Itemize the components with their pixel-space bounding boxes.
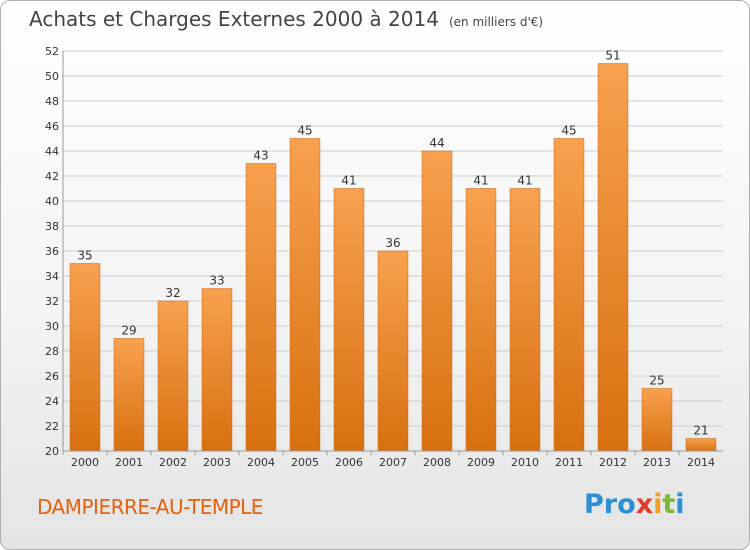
x-tick-label: 2008	[423, 456, 451, 469]
y-tick-label: 28	[45, 345, 59, 358]
chart-unit: (en milliers d'€)	[448, 15, 544, 29]
bar	[465, 188, 497, 452]
y-tick-label: 38	[45, 220, 59, 233]
bar-layer: 35 29 32 33 43 45 41 36 44 41 41 45 51 25 21	[69, 49, 717, 452]
logo-letter: P	[584, 489, 604, 520]
x-tick-label: 2002	[159, 456, 187, 469]
logo-letter: i	[653, 489, 663, 520]
bar-value-label: 51	[605, 49, 620, 63]
bar	[157, 300, 189, 452]
commune-name: DAMPIERRE-AU-TEMPLE	[37, 495, 263, 519]
x-tick-label: 2011	[555, 456, 583, 469]
y-tick-label: 46	[45, 120, 59, 133]
y-tick-label: 22	[45, 420, 59, 433]
logo-letter: t	[662, 489, 676, 520]
x-tick-label: 2013	[643, 456, 671, 469]
y-tick-label: 42	[45, 170, 59, 183]
bar	[333, 188, 365, 452]
bar-value-label: 25	[649, 374, 664, 388]
bar	[245, 163, 277, 452]
y-tick-label: 48	[45, 95, 59, 108]
y-tick-label: 30	[45, 320, 59, 333]
bar	[377, 250, 409, 452]
y-tick-label: 26	[45, 370, 59, 383]
bar	[641, 388, 673, 452]
logo-letter: r	[603, 489, 618, 520]
bar	[201, 288, 233, 452]
x-tick-label: 2001	[115, 456, 143, 469]
x-tick-label: 2007	[379, 456, 407, 469]
y-tick-label: 20	[45, 445, 59, 458]
x-tick-label: 2009	[467, 456, 495, 469]
bar	[69, 263, 101, 452]
y-tick-label: 34	[45, 270, 59, 283]
y-tick-label: 24	[45, 395, 59, 408]
x-tick-label: 2004	[247, 456, 275, 469]
chart-title: Achats et Charges Externes 2000 à 2014 (e…	[29, 7, 543, 31]
bar	[421, 150, 453, 452]
bar-value-label: 36	[385, 236, 400, 250]
bar	[289, 138, 321, 452]
bar	[113, 338, 145, 452]
bar-value-label: 29	[121, 324, 136, 338]
bar	[597, 63, 629, 452]
bar	[509, 188, 541, 452]
bar-value-label: 41	[341, 174, 356, 188]
bar	[685, 438, 717, 452]
x-tick-label: 2000	[71, 456, 99, 469]
bar-value-label: 35	[77, 249, 92, 263]
y-tick-label: 40	[45, 195, 59, 208]
logo-letter: i	[675, 489, 685, 520]
x-tick-label: 2006	[335, 456, 363, 469]
bar-value-label: 32	[165, 286, 180, 300]
y-tick-label: 50	[45, 70, 59, 83]
logo-letter: x	[635, 489, 654, 520]
x-tick-label: 2003	[203, 456, 231, 469]
bar-value-label: 41	[517, 174, 532, 188]
bar-value-label: 44	[429, 136, 444, 150]
y-tick-label: 52	[45, 45, 59, 58]
x-tick-label: 2010	[511, 456, 539, 469]
bar-value-label: 21	[693, 424, 708, 438]
x-tick-label: 2014	[687, 456, 715, 469]
bar-value-label: 45	[297, 124, 312, 138]
x-tick-label: 2005	[291, 456, 319, 469]
axis-layer: 20 22 24 26 28 30 32 34 36 38 40 42 44 46 48 50 52 2000 20…	[45, 45, 723, 469]
x-tick-label: 2012	[599, 456, 627, 469]
logo-letter: o	[617, 489, 636, 520]
bar-value-label: 33	[209, 274, 224, 288]
chart-title-text: Achats et Charges Externes 2000 à 2014	[29, 7, 439, 31]
bar-value-label: 41	[473, 174, 488, 188]
y-tick-label: 36	[45, 245, 59, 258]
bar	[553, 138, 585, 452]
y-tick-label: 32	[45, 295, 59, 308]
bar-value-label: 43	[253, 149, 268, 163]
bar-value-label: 45	[561, 124, 576, 138]
proxiti-logo[interactable]: Proxiti	[584, 489, 685, 520]
y-tick-label: 44	[45, 145, 59, 158]
